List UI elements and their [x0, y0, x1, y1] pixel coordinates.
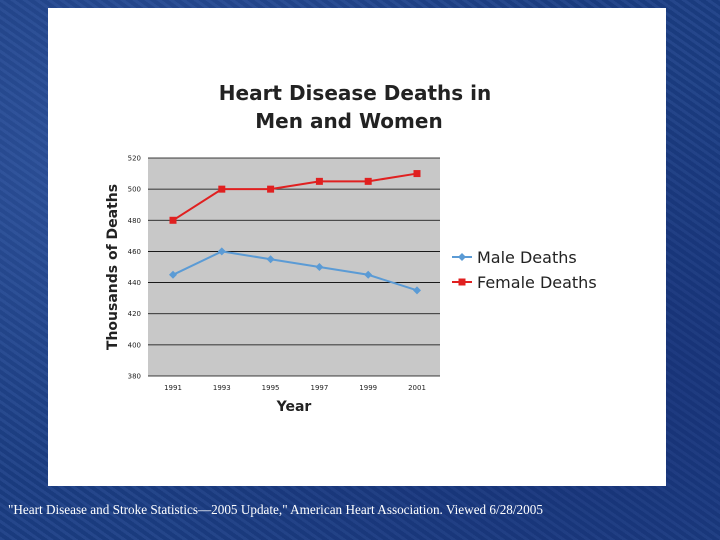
y-tick-label: 500 — [128, 186, 141, 194]
x-tick-label: 1999 — [359, 384, 377, 392]
y-tick-label: 520 — [128, 155, 141, 163]
data-point — [217, 247, 226, 256]
x-axis-title: Year — [276, 399, 312, 415]
y-tick-label: 460 — [128, 248, 141, 256]
data-point — [364, 270, 373, 279]
series-group — [169, 170, 421, 295]
y-tick-labels: 380 400 420 440 460 480 500 520 — [128, 155, 141, 381]
y-tick-label: 480 — [128, 217, 141, 225]
y-axis-title: Thousands of Deaths — [105, 184, 121, 350]
x-tick-label: 1991 — [164, 384, 182, 392]
chart-title: Heart Disease Deaths in Men and Women — [219, 81, 491, 133]
data-point — [266, 255, 275, 264]
legend-marker — [458, 278, 466, 286]
data-point — [169, 216, 177, 224]
x-tick-label: 2001 — [408, 384, 426, 392]
x-tick-labels: 1991 1993 1995 1997 1999 2001 — [164, 384, 426, 392]
chart-title-line-2: Men and Women — [255, 109, 442, 133]
legend-label: Female Deaths — [477, 273, 597, 292]
legend-marker — [458, 253, 466, 261]
data-point — [267, 185, 275, 193]
series-line-male-deaths — [172, 250, 418, 292]
legend-label: Male Deaths — [477, 248, 577, 267]
legend: Male Deaths Female Deaths — [452, 248, 597, 292]
gridlines — [148, 157, 440, 377]
plot-area — [148, 158, 440, 376]
x-tick-label: 1997 — [310, 384, 328, 392]
series-line-female-deaths — [172, 172, 418, 222]
data-point — [364, 177, 372, 185]
y-tick-label: 400 — [128, 341, 141, 349]
source-caption: "Heart Disease and Stroke Statistics—200… — [8, 502, 543, 517]
data-point — [413, 170, 421, 178]
data-point — [315, 177, 323, 185]
y-tick-label: 380 — [128, 373, 141, 381]
data-point — [169, 270, 177, 279]
data-point — [315, 263, 324, 271]
data-point — [218, 185, 226, 193]
chart-title-line-1: Heart Disease Deaths in — [219, 81, 491, 105]
data-point — [413, 286, 421, 295]
y-tick-label: 440 — [128, 279, 141, 287]
x-tick-label: 1993 — [213, 384, 231, 392]
y-tick-label: 420 — [128, 310, 141, 318]
x-tick-label: 1995 — [262, 384, 280, 392]
